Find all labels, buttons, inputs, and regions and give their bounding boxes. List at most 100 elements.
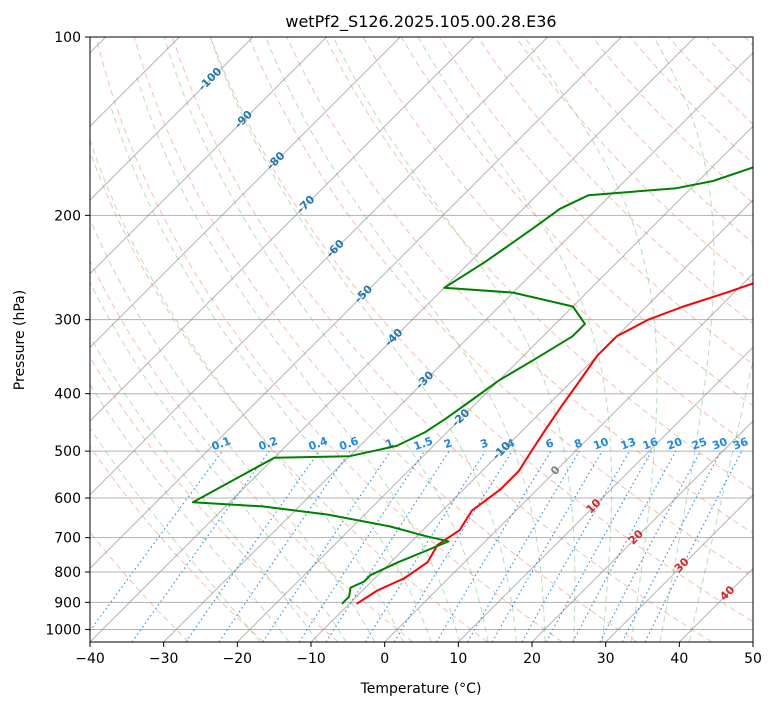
mixing-ratio-label: 2 [442, 436, 454, 451]
y-tick-label: 500 [54, 444, 81, 460]
profile-series [191, 166, 753, 605]
mixing-ratio-label: 36 [731, 435, 750, 453]
y-axis: 100 200 300 400 500 600 700 800 900 1000 [45, 30, 90, 638]
moist-adiabat-line [688, 358, 753, 642]
mixing-ratio-label: 0.1 [210, 434, 233, 453]
isotherm-line [90, 37, 328, 275]
moist-adiabat-line [417, 37, 612, 642]
isotherm-line [457, 346, 753, 642]
isotherm-line [90, 37, 622, 570]
mixing-ratio-label: 3 [478, 436, 490, 451]
moist-adiabat-line [90, 383, 290, 642]
mixing-ratio-label: 4 [505, 436, 517, 451]
chart-title: wetPf2_S126.2025.105.00.28.E36 [285, 12, 556, 32]
isotherm-line [163, 51, 753, 642]
mixing-ratio-line [393, 450, 513, 642]
x-tick-label: −40 [75, 651, 105, 667]
mixing-ratio-label: 0.4 [307, 434, 330, 453]
y-tick-label: 900 [54, 595, 81, 611]
moist-adiabat-line [163, 37, 489, 642]
y-tick-label: 800 [54, 565, 81, 581]
plot-frame [89, 36, 754, 643]
mixing-ratio-label: 0.2 [257, 434, 280, 453]
moist-adiabat-line [265, 37, 546, 642]
dry-adiabat-line [286, 37, 753, 534]
dry-adiabat-line [90, 445, 264, 642]
mixing-ratio-label: 0.6 [338, 434, 361, 453]
mixing-ratio-line [298, 450, 425, 642]
isotherm-line [90, 37, 401, 349]
mixing-ratio-label: 10 [592, 435, 611, 453]
isotherm-line [90, 37, 696, 642]
mixing-ratio-label: 8 [572, 436, 584, 451]
moist-adiabat-line [524, 37, 658, 642]
isotherm-line [90, 37, 475, 422]
moist-adiabats [90, 37, 753, 642]
x-tick-label: −30 [149, 651, 179, 667]
x-axis-label: Temperature (°C) [360, 681, 482, 697]
isotherm-line [90, 37, 549, 496]
y-tick-label: 600 [54, 491, 81, 507]
y-tick-label: 400 [54, 387, 81, 403]
dewpoint-profile-line [191, 166, 753, 605]
x-tick-label: 20 [523, 651, 541, 667]
mixing-ratio-line [325, 450, 450, 642]
mixing-ratio-label: 1.5 [412, 434, 435, 453]
moist-adiabat-line [135, 72, 461, 642]
dry-adiabat-line [324, 37, 753, 491]
plot-area: 0.1 0.2 0.4 0.6 1 1.5 2 3 4 6 8 10 13 16 20 25 30 36-100-… [90, 37, 753, 642]
isotherm-line [90, 37, 254, 201]
y-tick-label: 200 [54, 208, 81, 224]
x-axis: −40 −30 −20 −10 0 10 20 30 40 50 [75, 642, 762, 667]
mixing-ratio-line [435, 450, 552, 642]
moist-adiabat-line [90, 427, 261, 642]
dry-adiabat-line [515, 37, 753, 284]
y-tick-label: 300 [54, 313, 81, 329]
mixing-ratio-line [572, 450, 677, 642]
moist-adiabat-line [653, 37, 715, 642]
isotherm-line [236, 125, 753, 642]
y-tick-label: 100 [54, 30, 81, 46]
mixing-ratio-label: 1 [384, 436, 396, 451]
mixing-ratio-label: 13 [619, 435, 638, 452]
moist-adiabat-line [90, 217, 376, 642]
dry-adiabat-line [171, 37, 712, 642]
x-tick-label: 30 [597, 651, 615, 667]
mixing-ratio-line [218, 450, 351, 642]
mixing-ratio-label: 6 [544, 436, 556, 451]
moist-adiabat-line [332, 37, 576, 642]
y-tick-label: 1000 [45, 622, 81, 638]
dry-adiabat-line [248, 37, 753, 578]
x-tick-label: 10 [449, 651, 467, 667]
dry-adiabat-line [90, 259, 414, 642]
x-tick-label: 50 [744, 651, 762, 667]
y-tick-label: 700 [54, 531, 81, 547]
x-tick-label: 40 [670, 651, 688, 667]
mixing-ratio-label: 20 [665, 435, 684, 453]
isotherm-line [531, 420, 753, 642]
mixing-ratio-label: 30 [710, 435, 729, 453]
moist-adiabat-line [209, 37, 517, 642]
isotherm-line [605, 493, 753, 642]
isotherm-grid [90, 37, 753, 642]
moist-adiabat-line [109, 104, 432, 642]
isotherm-line [384, 272, 753, 642]
mixing-ratio-line [262, 450, 392, 642]
moist-adiabat-line [90, 138, 404, 642]
x-tick-label: −20 [223, 651, 253, 667]
dry-adiabat-line [210, 37, 753, 623]
mixing-ratio-label: 16 [641, 435, 660, 453]
dry-adiabat-line [95, 37, 563, 642]
temperature-profile-line [356, 282, 753, 605]
mixing-ratio-lines [90, 450, 743, 642]
mixing-ratio-line [599, 450, 702, 642]
mixing-ratio-line [185, 450, 320, 642]
x-tick-label: 0 [380, 651, 389, 667]
x-tick-label: −10 [296, 651, 326, 667]
mixing-ratio-line [466, 450, 580, 642]
mixing-ratio-line [364, 450, 486, 642]
y-axis-label: Pressure (hPa) [12, 290, 28, 390]
mixing-ratio-label: 25 [690, 435, 709, 452]
